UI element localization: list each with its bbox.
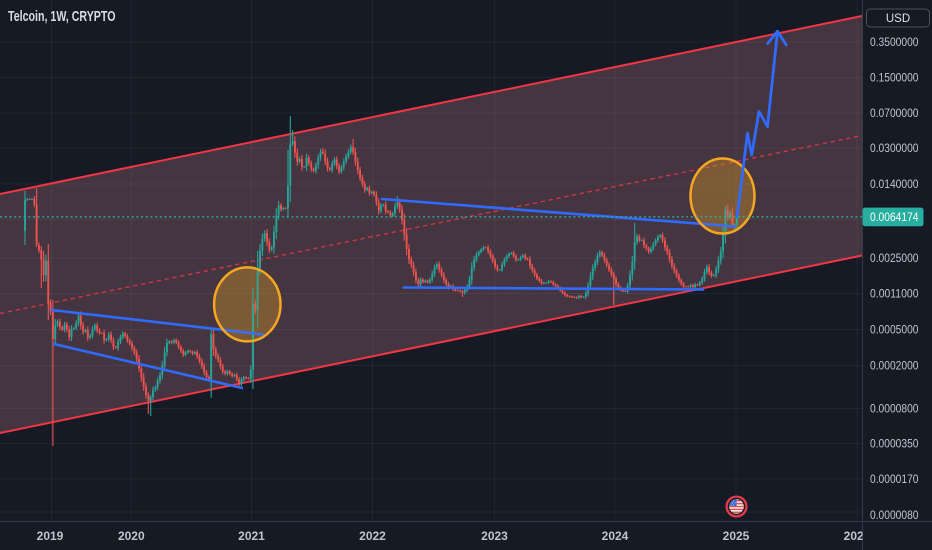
svg-text:0.0700000: 0.0700000 [870, 107, 919, 120]
svg-text:0.0000080: 0.0000080 [870, 509, 919, 522]
svg-text:0.1500000: 0.1500000 [870, 72, 919, 85]
svg-text:2022: 2022 [359, 529, 386, 543]
svg-text:0.3500000: 0.3500000 [870, 36, 919, 49]
svg-text:USD: USD [886, 13, 910, 25]
svg-text:2019: 2019 [37, 529, 64, 543]
svg-text:0.0000350: 0.0000350 [870, 438, 919, 451]
svg-text:0.0300000: 0.0300000 [870, 142, 919, 155]
svg-text:2021: 2021 [238, 529, 265, 543]
svg-text:2025: 2025 [723, 529, 750, 543]
svg-text:Telcoin, 1W, CRYPTO: Telcoin, 1W, CRYPTO [8, 9, 116, 25]
svg-text:2026: 2026 [844, 529, 871, 543]
svg-text:0.0002000: 0.0002000 [870, 360, 919, 373]
svg-text:0.0064174: 0.0064174 [870, 211, 919, 224]
svg-text:0.0005000: 0.0005000 [870, 324, 919, 337]
svg-text:0.0140000: 0.0140000 [870, 178, 919, 191]
svg-text:0.0000800: 0.0000800 [870, 403, 919, 416]
svg-text:0.0025000: 0.0025000 [870, 252, 919, 265]
svg-text:2024: 2024 [602, 529, 629, 543]
svg-text:2023: 2023 [481, 529, 508, 543]
svg-text:0.0000170: 0.0000170 [870, 473, 919, 486]
svg-text:2020: 2020 [118, 529, 145, 543]
svg-text:0.0011000: 0.0011000 [870, 288, 919, 301]
